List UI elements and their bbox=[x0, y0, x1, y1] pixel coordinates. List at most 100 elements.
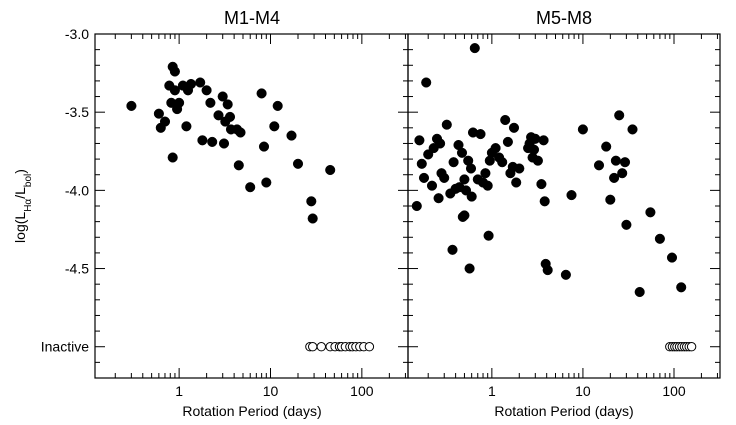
data-point bbox=[538, 135, 549, 146]
data-point bbox=[566, 190, 577, 201]
data-point bbox=[601, 141, 612, 152]
x-tick-label: 100 bbox=[350, 383, 374, 399]
panel-m1-m4: M1-M4 Rotation Period (days) 1 10 100 -3.0 -… bbox=[41, 8, 409, 419]
data-point bbox=[169, 66, 180, 77]
data-point bbox=[466, 191, 477, 202]
data-point bbox=[634, 286, 645, 298]
data-point bbox=[201, 85, 212, 96]
data-point bbox=[532, 155, 543, 166]
data-point bbox=[153, 108, 164, 119]
data-point bbox=[617, 168, 628, 179]
panel-m5-m8: M5-M8 Rotation Period (days) 1 10 100 bbox=[407, 8, 721, 419]
data-point bbox=[627, 124, 638, 135]
x-tick-label: 10 bbox=[575, 383, 591, 399]
y-tick-label: -3.0 bbox=[65, 26, 89, 42]
x-tick-label: 1 bbox=[488, 383, 496, 399]
data-point bbox=[418, 172, 430, 183]
data-point bbox=[536, 179, 547, 190]
data-point bbox=[235, 127, 246, 138]
data-point bbox=[447, 244, 458, 255]
data-point bbox=[490, 143, 501, 154]
data-point bbox=[676, 282, 687, 293]
y-tick-label: -4.5 bbox=[65, 261, 89, 277]
data-point bbox=[286, 130, 297, 141]
data-point bbox=[433, 193, 444, 204]
data-point bbox=[217, 91, 228, 102]
data-point bbox=[414, 135, 425, 146]
plot-frame bbox=[94, 33, 409, 379]
data-point bbox=[459, 210, 470, 221]
data-point bbox=[325, 164, 336, 176]
y-tick-label: -4.0 bbox=[65, 182, 89, 198]
data-point bbox=[475, 129, 486, 140]
y-axis-label: log(LHα/Lbol) bbox=[12, 169, 34, 243]
data-point bbox=[205, 97, 216, 108]
data-point bbox=[197, 135, 208, 146]
inactive-point bbox=[686, 342, 697, 352]
chart-title: M1-M4 bbox=[224, 8, 280, 28]
data-point bbox=[126, 100, 137, 111]
data-point bbox=[421, 77, 432, 88]
data-point bbox=[500, 114, 511, 126]
data-point bbox=[195, 77, 206, 88]
x-tick-label: 10 bbox=[263, 383, 279, 399]
data-point bbox=[233, 160, 244, 171]
data-point bbox=[610, 155, 621, 166]
data-point bbox=[261, 177, 272, 188]
chart-title: M5-M8 bbox=[536, 8, 592, 28]
y-tick-label: -3.5 bbox=[65, 104, 89, 120]
data-point bbox=[181, 121, 192, 132]
data-point bbox=[185, 78, 197, 90]
data-point bbox=[482, 180, 493, 191]
data-point bbox=[416, 158, 427, 169]
data-point bbox=[511, 177, 522, 188]
data-point bbox=[465, 163, 477, 174]
data-point bbox=[593, 160, 605, 171]
data-point bbox=[272, 100, 283, 111]
data-point bbox=[497, 157, 508, 168]
data-point bbox=[654, 233, 665, 244]
data-point bbox=[619, 157, 631, 168]
data-point bbox=[159, 116, 171, 127]
data-point bbox=[218, 138, 230, 149]
data-point bbox=[174, 97, 185, 108]
data-point bbox=[542, 265, 553, 276]
data-point bbox=[456, 147, 468, 158]
data-point bbox=[530, 133, 541, 144]
x-tick-label: 1 bbox=[175, 383, 183, 399]
inactive-point bbox=[316, 342, 326, 352]
data-point bbox=[222, 99, 233, 110]
data-point bbox=[256, 88, 267, 99]
data-point bbox=[167, 152, 178, 163]
data-point bbox=[469, 43, 480, 54]
inactive-point bbox=[308, 342, 318, 352]
inactive-point bbox=[364, 342, 375, 352]
data-point bbox=[426, 180, 438, 191]
data-point bbox=[435, 138, 446, 149]
data-point bbox=[207, 136, 218, 147]
data-point bbox=[609, 172, 620, 183]
data-point bbox=[560, 269, 571, 280]
data-point bbox=[213, 110, 224, 121]
data-point bbox=[528, 144, 540, 155]
data-point bbox=[292, 158, 304, 169]
data-point bbox=[605, 194, 616, 205]
x-axis-label: Rotation Period (days) bbox=[494, 403, 633, 419]
x-axis-label: Rotation Period (days) bbox=[182, 403, 321, 419]
data-point bbox=[614, 110, 625, 121]
data-point bbox=[514, 163, 525, 174]
y-tick-label: Inactive bbox=[41, 339, 89, 355]
data-point bbox=[464, 263, 475, 274]
data-point bbox=[539, 196, 550, 207]
data-point bbox=[480, 168, 491, 179]
data-point bbox=[306, 196, 317, 207]
data-point bbox=[459, 174, 470, 185]
data-point bbox=[169, 85, 180, 96]
data-point bbox=[666, 252, 678, 263]
data-point bbox=[621, 219, 632, 230]
data-point bbox=[645, 207, 656, 218]
data-point bbox=[441, 119, 452, 130]
data-point bbox=[577, 124, 588, 135]
data-point bbox=[439, 172, 450, 183]
